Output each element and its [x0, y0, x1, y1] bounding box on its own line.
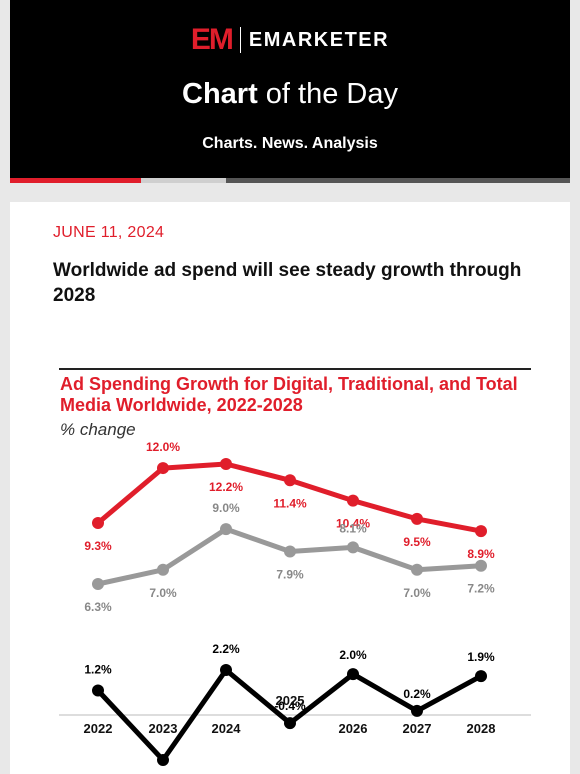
x-axis-tick-label: 2024 — [212, 721, 242, 736]
series-3-point — [92, 684, 104, 697]
series-1-data-label: 10.4% — [336, 517, 370, 531]
series-3-data-label: 0.2% — [403, 687, 431, 701]
series-2-point — [284, 545, 296, 558]
chart-subtitle: % change — [60, 420, 136, 439]
series-2-point — [92, 578, 104, 590]
article-card: JUNE 11, 2024 Worldwide ad spend will se… — [10, 202, 570, 774]
series-1-point — [411, 512, 423, 525]
series-1-point — [347, 494, 359, 507]
series-1-point — [157, 462, 169, 475]
series-3-point — [284, 717, 296, 730]
x-axis-tick-label: 2028 — [467, 721, 496, 736]
series-2-point — [347, 541, 359, 554]
article-date: JUNE 11, 2024 — [53, 224, 165, 241]
series-3-data-label: 2.2% — [212, 642, 240, 656]
series-1-point — [475, 525, 487, 538]
divider-light — [141, 178, 226, 183]
series-3-point — [157, 754, 169, 766]
series-2-point — [157, 563, 169, 576]
series-2-data-label: 7.9% — [276, 568, 304, 582]
series-2-data-label: 9.0% — [212, 501, 240, 515]
series-2-data-label: 6.3% — [84, 600, 112, 614]
x-axis-tick-label: 2022 — [84, 721, 113, 736]
series-1-point — [92, 516, 104, 529]
series-2-point — [475, 559, 487, 572]
header-banner: EM EMARKETER Chart of the Day Charts. Ne… — [10, 0, 570, 183]
series-1-data-label: 12.2% — [209, 480, 243, 494]
series-1-data-label: 11.4% — [273, 496, 307, 510]
series-3-point — [411, 704, 423, 717]
ad-spend-line-chart: 9.3% 12.0% 12.2% 11.4% 10.4% 9.5% 8.9% 6.3% 7.0%… — [59, 440, 531, 766]
series-3-data-label: -0.4% — [274, 699, 306, 713]
x-axis-tick-label: 2023 — [149, 721, 178, 736]
series-1-point — [220, 458, 232, 470]
series-1-data-label: 9.5% — [403, 535, 431, 549]
series-2-point — [220, 523, 232, 536]
divider-dark — [226, 178, 570, 183]
logo[interactable]: EM EMARKETER — [10, 22, 570, 58]
series-1-data-label: 12.0% — [146, 440, 180, 454]
series-2-data-label: 7.2% — [467, 582, 495, 596]
logo-wordmark: EMARKETER — [248, 28, 390, 51]
series-3-data-label: 2.0% — [339, 648, 367, 662]
series-3-data-label: 1.2% — [84, 663, 112, 677]
x-axis-tick-label: 2026 — [339, 721, 368, 736]
chart-title: Ad Spending Growth for Digital, Traditio… — [60, 374, 518, 415]
divider-red — [10, 178, 141, 183]
series-1-point — [284, 474, 296, 487]
series-3-point — [347, 668, 359, 681]
newsletter-title-rest: of the Day — [257, 78, 398, 110]
series-2-point — [411, 563, 423, 576]
logo-divider — [239, 27, 241, 53]
series-3-data-label: 1.9% — [467, 650, 495, 664]
em-logo-mark: EM — [190, 23, 234, 56]
x-axis-tick-label: 2027 — [403, 721, 432, 736]
article-headline[interactable]: Worldwide ad spend will see steady growt… — [53, 260, 522, 306]
newsletter-title: Chart of the Day — [10, 76, 570, 112]
series-2-data-label: 7.0% — [149, 586, 177, 600]
series-2-data-label: 8.1% — [339, 521, 367, 535]
series-3-point — [475, 670, 487, 683]
series-3-point — [220, 664, 232, 676]
chart-top-rule — [59, 368, 531, 370]
x-axis-tick-label: 2025 — [276, 693, 305, 708]
newsletter-title-bold: Chart — [182, 78, 258, 110]
tagline: Charts. News. Analysis — [202, 135, 378, 152]
series-2-data-label: 7.0% — [403, 586, 431, 600]
series-1-data-label: 9.3% — [84, 539, 112, 553]
series-1-data-label: 8.9% — [467, 547, 495, 561]
